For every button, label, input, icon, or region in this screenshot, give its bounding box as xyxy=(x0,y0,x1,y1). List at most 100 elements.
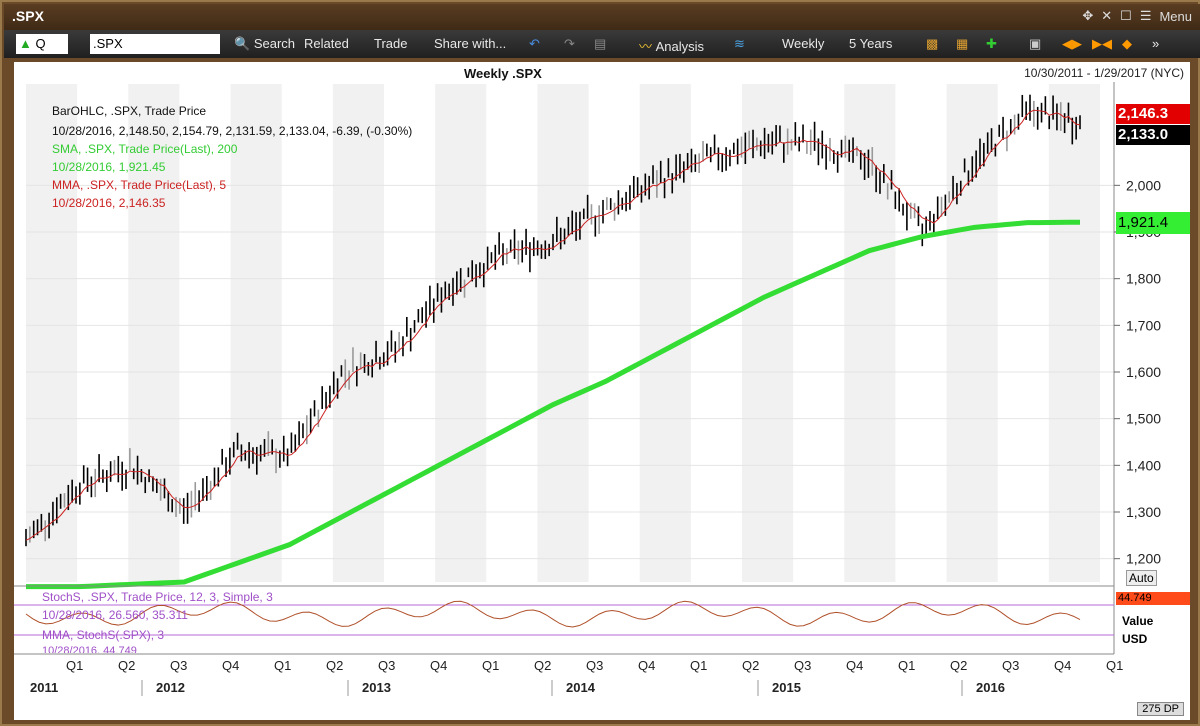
redo-icon[interactable]: ↷ xyxy=(564,36,575,51)
span-select[interactable]: 5 Years xyxy=(849,36,893,51)
x-year-label: 2011 xyxy=(30,680,58,695)
bar-legend-header: BarOHLC, .SPX, Trade Price xyxy=(52,104,207,118)
chart-area[interactable]: Weekly .SPX 10/30/2011 - 1/29/2017 (NYC)… xyxy=(14,62,1190,720)
stoch-value-tag: 44.749 xyxy=(1116,592,1190,605)
menu-button[interactable]: Menu xyxy=(1159,8,1192,24)
toolbar: ▲ Q .SPX 🔍 Search Related Trade Share wi… xyxy=(4,30,1200,58)
quarter-band xyxy=(435,84,487,582)
y-tick-label: 1,300 xyxy=(1126,504,1161,520)
x-axis: Q1 Q2 Q3 Q4 Q1 Q2 Q3 Q4 Q1 Q2 Q3 Q4 Q1 Q2 Q3 Q4 Q1 Q2 Q3 Q4… xyxy=(14,653,1190,720)
analysis-icon: 〰 xyxy=(639,39,653,54)
menu-icon[interactable]: ☰ xyxy=(1139,8,1152,23)
y-tick-label: 1,800 xyxy=(1126,271,1161,287)
maximize-icon[interactable]: ☐ xyxy=(1120,8,1132,23)
quarter-band xyxy=(742,84,794,582)
x-quarter-label: Q2 xyxy=(326,658,343,673)
quarter-bands xyxy=(26,84,1100,582)
up-arrow-icon: ▲ xyxy=(19,36,32,51)
x-quarter-label: Q2 xyxy=(534,658,551,673)
mma-legend-header: MMA, .SPX, Trade Price(Last), 5 xyxy=(52,178,227,192)
chart-style-icon[interactable]: ▩ xyxy=(926,36,939,51)
date-range: 10/30/2011 - 1/29/2017 (NYC) xyxy=(1024,66,1184,80)
x-quarter-label: Q2 xyxy=(950,658,967,673)
quarter-band xyxy=(844,84,896,582)
symbol-input[interactable]: .SPX xyxy=(90,34,220,54)
x-quarter-label: Q1 xyxy=(274,658,291,673)
x-quarter-label: Q3 xyxy=(586,658,603,673)
undo-icon[interactable]: ↶ xyxy=(529,36,540,51)
y-tick-label: 2,000 xyxy=(1126,177,1161,193)
status-datapoints: 275 DP xyxy=(1137,702,1184,716)
window-title: .SPX xyxy=(12,8,44,24)
studies-icon[interactable]: ≋ xyxy=(734,36,745,51)
search-button[interactable]: 🔍 Search xyxy=(234,36,296,51)
y-tick-label: 1,400 xyxy=(1126,457,1161,473)
price-chart[interactable]: 2,0001,9001,8001,7001,6001,5001,4001,300… xyxy=(14,62,1190,720)
crosshair-icon[interactable]: ✚ xyxy=(986,36,997,51)
x-quarter-label: Q4 xyxy=(222,658,239,673)
stoch-legend-values: 10/28/2016, 26.560, 35.311 xyxy=(42,608,188,622)
x-axis-bg xyxy=(14,654,1190,720)
more-icon[interactable]: » xyxy=(1152,36,1160,51)
sma-line xyxy=(26,219,1081,590)
title-bar: .SPX ✥ ✕ ☐ ☰ Menu xyxy=(4,4,1200,30)
mma-price-tag: 2,146.3 xyxy=(1116,104,1190,124)
x-quarter-label: Q4 xyxy=(846,658,863,673)
zoom-icon[interactable]: ▶◀ xyxy=(1092,36,1112,51)
x-quarter-label: Q4 xyxy=(430,658,447,673)
quarter-band xyxy=(128,84,180,582)
x-quarter-label: Q3 xyxy=(794,658,811,673)
stoch-mma-values: 10/28/2016, 44.749 xyxy=(42,645,137,653)
x-quarter-label: Q1 xyxy=(690,658,707,673)
quarter-band xyxy=(26,84,78,582)
last-price-tag: 2,133.0 xyxy=(1116,125,1190,145)
chart-title: Weekly .SPX xyxy=(464,66,542,81)
usd-label: USD xyxy=(1122,632,1148,646)
y-axis: 2,0001,9001,8001,7001,6001,5001,4001,300… xyxy=(1113,82,1161,662)
trade-button[interactable]: Trade xyxy=(374,36,408,51)
quarter-band xyxy=(639,84,691,582)
stoch-mma-legend: MMA, StochS(.SPX), 3 xyxy=(42,628,165,642)
x-quarter-label: Q4 xyxy=(1054,658,1071,673)
x-year-label: 2015 xyxy=(772,680,801,695)
value-label: Value xyxy=(1122,614,1154,628)
x-quarter-label: Q2 xyxy=(118,658,135,673)
x-quarter-label: Q2 xyxy=(742,658,759,673)
auto-scale-button[interactable]: Auto xyxy=(1126,570,1157,586)
quarter-band xyxy=(1048,84,1100,582)
y-tick-label: 1,500 xyxy=(1126,411,1161,427)
pin-icon[interactable]: ✥ xyxy=(1082,8,1094,23)
x-year-label: 2014 xyxy=(566,680,596,695)
sma-price-tag: 1,921.4 xyxy=(1116,212,1190,234)
quarter-band xyxy=(537,84,589,582)
x-year-label: 2012 xyxy=(156,680,185,695)
x-year-label: 2016 xyxy=(976,680,1005,695)
y-tick-label: 1,600 xyxy=(1126,364,1161,380)
layout-icon[interactable]: ▦ xyxy=(956,36,969,51)
x-quarter-label: Q1 xyxy=(1106,658,1123,673)
sma-legend-values: 10/28/2016, 1,921.45 xyxy=(52,160,166,174)
x-quarter-label: Q3 xyxy=(170,658,187,673)
related-button[interactable]: Related xyxy=(304,36,349,51)
analysis-button[interactable]: 〰 Analysis xyxy=(639,39,705,54)
x-quarter-label: Q1 xyxy=(482,658,499,673)
x-quarter-label: Q3 xyxy=(1002,658,1019,673)
folder-icon[interactable]: ▤ xyxy=(594,36,607,51)
y-tick-label: 1,700 xyxy=(1126,317,1161,333)
ticker-type-field[interactable]: ▲ Q xyxy=(16,34,68,54)
window-controls: ✥ ✕ ☐ ☰ Menu xyxy=(1082,8,1192,24)
stoch-legend-header: StochS, .SPX, Trade Price, 12, 3, Simple… xyxy=(42,590,273,604)
x-quarter-label: Q1 xyxy=(66,658,83,673)
scroll-left-icon[interactable]: ◀▶ xyxy=(1062,36,1082,51)
mma-line xyxy=(25,109,1081,541)
mma-legend-values: 10/28/2016, 2,146.35 xyxy=(52,196,166,210)
vertical-zoom-icon[interactable]: ◆ xyxy=(1122,36,1132,51)
quarter-band xyxy=(230,84,282,582)
period-select[interactable]: Weekly xyxy=(782,36,825,51)
save-icon[interactable]: ▣ xyxy=(1029,36,1042,51)
sma-legend-header: SMA, .SPX, Trade Price(Last), 200 xyxy=(52,142,238,156)
close-icon[interactable]: ✕ xyxy=(1101,8,1113,23)
y-tick-label: 1,200 xyxy=(1126,551,1161,567)
share-button[interactable]: Share with... xyxy=(434,36,507,51)
